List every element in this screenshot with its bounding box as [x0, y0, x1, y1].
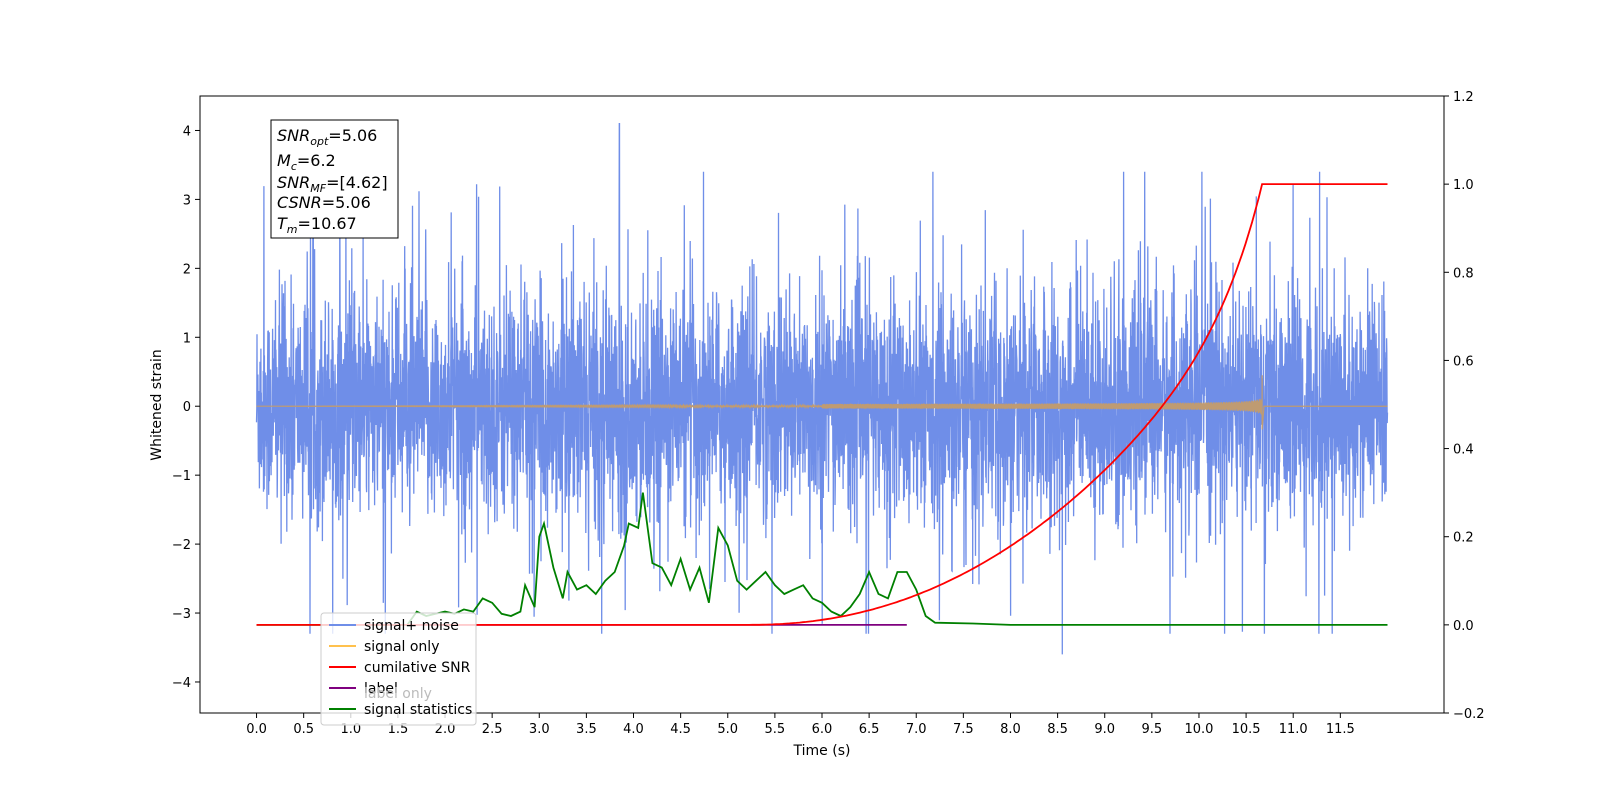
x-tick-label: 5.0: [717, 722, 738, 737]
legend-item: label only: [364, 686, 432, 702]
legend-label: label: [364, 681, 398, 697]
info-csnr: CSNR=5.06: [277, 193, 371, 212]
x-axis: 0.0 0.5 1.0 1.5 2.0 2.5 3.0 3.5 4.0 4.5 5.0 5.5 6.0 6…: [246, 713, 1355, 737]
y2-tick-label: 1.2: [1453, 90, 1474, 105]
info-box-frame: [270, 119, 399, 239]
legend-label: signal only: [364, 639, 439, 655]
y2-tick-label: 0.6: [1453, 354, 1474, 369]
y-tick-label: −2: [172, 538, 191, 553]
x-tick-label: 9.5: [1142, 722, 1163, 737]
info-box: SNRopt=5.06 Mc=6.2 SNRMF=[4.62] CSNR=5.0…: [270, 119, 399, 239]
x-tick-label: 3.0: [529, 722, 550, 737]
x-tick-label: 1.0: [340, 722, 361, 737]
legend-item: label: [329, 681, 398, 697]
legend-label: label only: [364, 686, 432, 702]
legend: signal+ noise signal only cumilative SNR la…: [320, 612, 477, 726]
x-tick-label: 8.0: [1000, 722, 1021, 737]
series-signal-only: [256, 375, 1388, 430]
y-tick-label: 2: [183, 262, 191, 277]
x-tick-label: 4.0: [623, 722, 644, 737]
x-tick-label: 2.0: [435, 722, 456, 737]
y2-tick-label: 0.0: [1453, 619, 1474, 634]
x-axis-label: Time (s): [793, 743, 851, 759]
x-tick-label: 11.5: [1326, 722, 1355, 737]
x-tick-label: 2.5: [482, 722, 503, 737]
info-snr-mf: SNRMF=[4.62]: [277, 173, 388, 195]
y-tick-label: −3: [172, 607, 191, 622]
info-tm: Tm=10.67: [277, 214, 357, 236]
legend-item: signal+ noise: [329, 618, 459, 634]
legend-label: cumilative SNR: [364, 660, 471, 676]
x-tick-label: 11.0: [1279, 722, 1308, 737]
x-tick-label: 6.5: [859, 722, 880, 737]
legend-item: cumilative SNR: [329, 660, 471, 676]
y2-tick-label: 0.4: [1453, 443, 1474, 458]
legend-label: signal statistics: [364, 702, 472, 718]
x-tick-label: 7.5: [953, 722, 974, 737]
y-tick-label: 0: [183, 400, 191, 415]
y2-tick-label: 0.8: [1453, 266, 1474, 281]
y-tick-label: 3: [183, 193, 191, 208]
x-tick-label: 6.0: [812, 722, 833, 737]
x-tick-label: 3.5: [576, 722, 597, 737]
series-signal-noise: [255, 122, 1389, 655]
info-snr-opt: SNRopt=5.06: [277, 126, 377, 148]
y-axis-label: Whitened strain: [149, 349, 165, 460]
y-tick-label: 1: [183, 331, 191, 346]
series-layer: [255, 122, 1389, 655]
y-axis-left: −4 −3 −2 −1 0 1 2 3 4: [172, 124, 200, 691]
y2-tick-label: 0.2: [1453, 531, 1474, 546]
x-tick-label: 0.0: [246, 722, 267, 737]
y2-tick-label: −0.2: [1453, 707, 1485, 722]
y-tick-label: 4: [183, 124, 191, 139]
x-tick-label: 9.0: [1094, 722, 1115, 737]
x-tick-label: 4.5: [670, 722, 691, 737]
info-mc: Mc=6.2: [277, 151, 336, 173]
x-tick-label: 5.5: [765, 722, 786, 737]
y-axis-right: −0.2 0.0 0.2 0.4 0.6 0.8 1.0 1.2: [1444, 90, 1485, 722]
legend-frame: [320, 612, 477, 726]
series-signal-statistics: [256, 492, 1388, 626]
x-tick-label: 7.0: [906, 722, 927, 737]
legend-item: signal statistics: [329, 702, 472, 718]
y2-tick-label: 1.0: [1453, 178, 1474, 193]
y-tick-label: −4: [172, 676, 191, 691]
x-tick-label: 10.0: [1184, 722, 1213, 737]
y-tick-label: −1: [172, 469, 191, 484]
x-tick-label: 0.5: [293, 722, 314, 737]
x-tick-label: 8.5: [1047, 722, 1068, 737]
legend-label: signal+ noise: [364, 618, 459, 634]
legend-item: signal only: [329, 639, 439, 655]
x-tick-label: 10.5: [1232, 722, 1261, 737]
x-tick-label: 1.5: [388, 722, 409, 737]
